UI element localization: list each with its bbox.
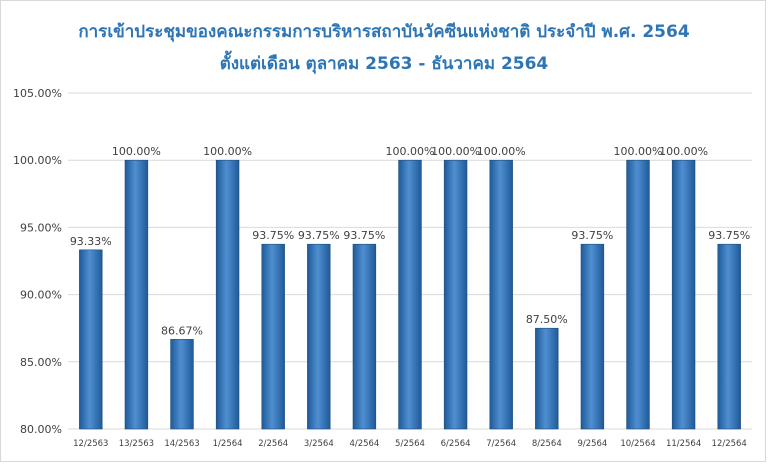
data-label: 93.33% xyxy=(70,235,112,248)
data-label: 93.75% xyxy=(298,229,340,242)
x-tick-label: 13/2563 xyxy=(119,439,154,449)
bar xyxy=(170,339,194,430)
x-tick-label: 3/2564 xyxy=(304,439,334,449)
y-tick-label: 90.00% xyxy=(20,289,62,302)
data-label: 100.00% xyxy=(431,145,480,158)
bar xyxy=(352,243,377,430)
y-tick-label: 105.00% xyxy=(13,87,62,100)
y-tick-label: 85.00% xyxy=(20,356,62,369)
bar xyxy=(489,159,513,430)
x-tick-label: 7/2564 xyxy=(486,439,516,449)
chart-title: การเข้าประชุมของคณะกรรมการบริหารสถาบันวั… xyxy=(78,22,690,42)
data-label: 87.50% xyxy=(526,313,568,326)
data-label: 100.00% xyxy=(659,145,708,158)
y-tick-label: 100.00% xyxy=(13,154,62,167)
x-tick-label: 11/2564 xyxy=(666,439,701,449)
bar xyxy=(443,159,468,430)
data-label: 100.00% xyxy=(386,145,435,158)
x-tick-label: 14/2563 xyxy=(164,439,199,449)
data-label: 86.67% xyxy=(161,324,203,337)
data-label: 100.00% xyxy=(203,145,252,158)
bar xyxy=(215,159,240,430)
bar xyxy=(626,159,650,430)
bar xyxy=(124,159,149,430)
x-tick-label: 8/2564 xyxy=(532,439,562,449)
chart-subtitle: ตั้งแต่เดือน ตุลาคม 2563 - ธันวาคม 2564 xyxy=(219,54,549,74)
x-tick-label: 9/2564 xyxy=(577,439,607,449)
x-tick-label: 12/2564 xyxy=(712,439,747,449)
bar xyxy=(580,243,605,430)
data-label: 93.75% xyxy=(252,229,294,242)
data-label: 100.00% xyxy=(614,145,663,158)
bar xyxy=(535,327,559,430)
data-label: 100.00% xyxy=(112,145,161,158)
x-tick-label: 6/2564 xyxy=(441,439,471,449)
y-tick-label: 80.00% xyxy=(20,423,62,436)
bar xyxy=(261,243,285,430)
bar xyxy=(79,249,103,430)
x-tick-label: 5/2564 xyxy=(395,439,425,449)
x-tick-label: 1/2564 xyxy=(213,439,243,449)
bar xyxy=(717,243,741,430)
x-tick-label: 10/2564 xyxy=(620,439,655,449)
x-tick-label: 2/2564 xyxy=(258,439,288,449)
y-tick-label: 95.00% xyxy=(20,221,62,234)
bar xyxy=(671,159,696,430)
data-label: 93.75% xyxy=(343,229,385,242)
x-tick-label: 12/2563 xyxy=(73,439,108,449)
data-label: 93.75% xyxy=(571,229,613,242)
x-tick-label: 4/2564 xyxy=(349,439,379,449)
bar xyxy=(307,243,331,430)
bar xyxy=(398,159,422,430)
data-label: 93.75% xyxy=(708,229,750,242)
data-label: 100.00% xyxy=(477,145,526,158)
